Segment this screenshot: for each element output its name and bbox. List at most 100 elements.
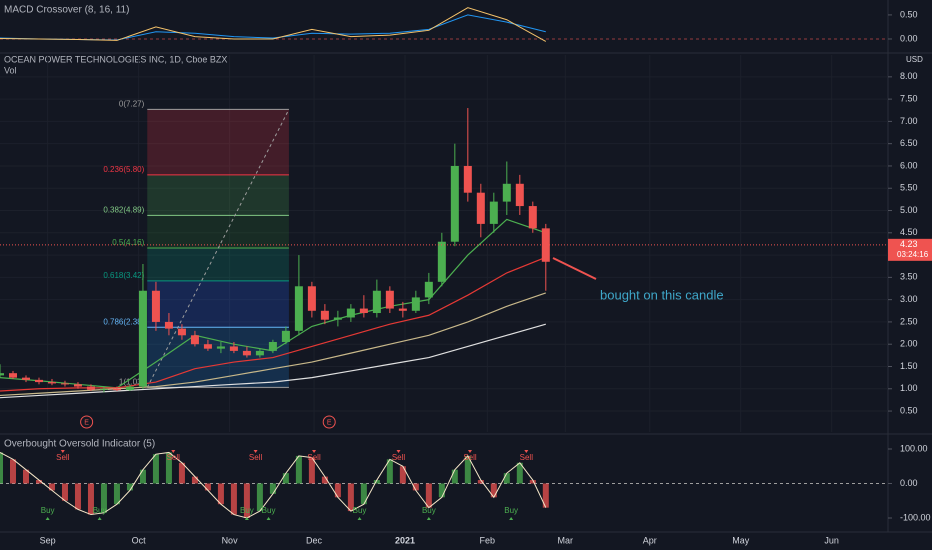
candle-body	[541, 228, 550, 262]
oscillator-bar	[269, 483, 276, 494]
candle-body	[73, 384, 82, 387]
countdown: 03:24:16	[897, 250, 929, 259]
y-tick-label: 0.50	[900, 9, 918, 19]
y-tick-label: 3.50	[900, 272, 918, 282]
candle-body	[151, 290, 160, 322]
y-tick-label: 8.00	[900, 71, 918, 81]
macd-line	[0, 7, 547, 42]
candle-body	[437, 241, 446, 282]
oscillator-bar	[256, 483, 263, 512]
candle-body	[346, 308, 355, 318]
oscillator-bar	[295, 455, 302, 484]
oscillator-bar	[438, 483, 445, 498]
oscillator-bar	[217, 483, 224, 505]
candle-body	[424, 281, 433, 298]
signal-arrow	[171, 450, 176, 453]
oscillator-bar	[321, 476, 328, 484]
signal-label: Buy	[504, 506, 518, 515]
oscillator-pane: 100.00 0.00 -100.00 Sell Sell Sell Sell Sell Sel…	[0, 443, 931, 522]
x-tick-label: 2021	[395, 535, 415, 545]
candle-body	[385, 290, 394, 309]
oscillator-bar	[399, 466, 406, 484]
fib-trend	[146, 109, 290, 388]
oscillator-bar	[529, 480, 536, 484]
oscillator-bar	[126, 483, 133, 491]
fib-label: 0.5(4.16)	[112, 238, 144, 247]
signal-arrow	[266, 517, 271, 520]
oscillator-bar	[35, 480, 42, 484]
candle-body	[294, 286, 303, 331]
oscillator-bar	[48, 483, 55, 491]
x-tick-label: Dec	[306, 535, 323, 545]
oscillator-bar	[503, 473, 510, 484]
candle-body	[359, 308, 368, 314]
candle-body	[515, 183, 524, 207]
oscillator-bar	[464, 455, 471, 484]
oscillator-bar	[451, 469, 458, 484]
x-tick-label: Oct	[132, 535, 147, 545]
y-tick-label: 7.00	[900, 116, 918, 126]
candle-body	[60, 383, 69, 385]
oscillator-bar	[477, 480, 484, 484]
macd-title: MACD Crossover (8, 16, 11)	[4, 5, 129, 16]
earnings-label: E	[327, 419, 332, 426]
fib-zone	[147, 280, 289, 328]
y-tick-label: 1.00	[900, 383, 918, 393]
oscillator-bar	[230, 483, 237, 515]
signal-label: Sell	[56, 453, 70, 462]
y-tick-label: 7.50	[900, 93, 918, 103]
candle-body	[307, 286, 316, 311]
x-tick-label: May	[732, 535, 750, 545]
candle-body	[203, 344, 212, 349]
candle-body	[164, 321, 173, 329]
fib-zone	[147, 215, 289, 248]
y-tick-label: -100.00	[900, 512, 931, 522]
candle-body	[489, 201, 498, 224]
fib-label: 0.786(2.38)	[103, 317, 144, 326]
oscillator-bar	[152, 454, 159, 484]
candle-body	[372, 290, 381, 314]
moving-average	[0, 323, 546, 399]
signal-label: Buy	[262, 506, 276, 515]
fib-label: 1(1.03)	[119, 378, 145, 387]
signal-label: Buy	[93, 506, 107, 515]
candle-body	[47, 382, 56, 384]
earnings-marker	[322, 415, 336, 429]
oscillator-bar	[74, 483, 81, 510]
oscillator-bar	[100, 483, 107, 513]
volume-label: Vol	[4, 65, 17, 75]
signal-arrow	[45, 517, 50, 520]
annotation: bought on this candle	[600, 287, 724, 302]
candle-body	[99, 388, 108, 390]
signal-label: Buy	[353, 506, 367, 515]
last-price-label: 4.23	[900, 239, 918, 249]
y-tick-label: 0.00	[900, 33, 918, 43]
fib-zone	[147, 174, 289, 216]
candle-body	[450, 165, 459, 242]
oscillator-bar	[360, 483, 367, 505]
oscillator-bar	[347, 483, 354, 512]
oscillator-bar	[165, 452, 172, 484]
y-tick-label: 6.50	[900, 138, 918, 148]
signal-arrow	[357, 517, 362, 520]
earnings-label: E	[84, 419, 89, 426]
y-tick-label: 0.50	[900, 405, 918, 415]
oscillator-bar	[412, 483, 419, 491]
signal-label: Buy	[240, 506, 254, 515]
oscillator-bar	[204, 483, 211, 491]
currency: USD	[906, 55, 923, 64]
candle-body	[268, 341, 277, 351]
oscillator-bar	[113, 483, 120, 505]
oscillator-bar	[22, 469, 29, 484]
signal-label: Sell	[520, 453, 534, 462]
candle-body	[398, 308, 407, 311]
last-price-box	[888, 238, 932, 261]
oscillator-bar	[178, 462, 185, 484]
candle-body	[21, 377, 30, 380]
candle-body	[216, 346, 225, 349]
signal-arrow	[509, 517, 514, 520]
candle-body	[242, 350, 251, 356]
oscillator-bar	[243, 483, 250, 518]
candle-body	[502, 183, 511, 202]
fib-zone	[147, 109, 289, 175]
